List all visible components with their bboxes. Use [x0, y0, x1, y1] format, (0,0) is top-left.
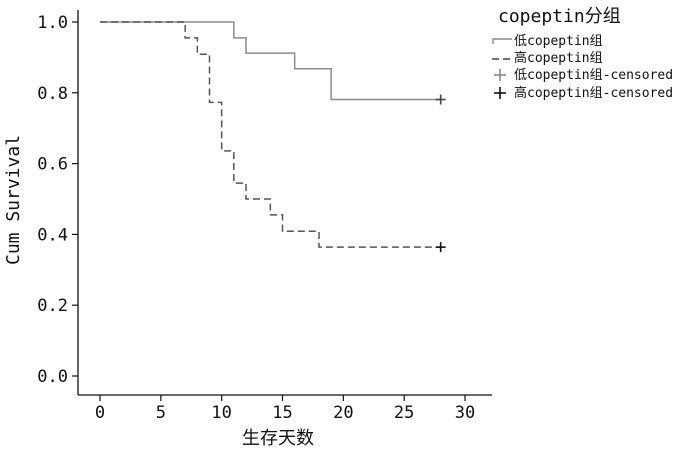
- legend-label: 低copeptin组: [514, 34, 603, 49]
- legend-title: copeptin分组: [498, 6, 621, 27]
- series-low-copeptin-line: [100, 21, 441, 101]
- x-axis-label: 生存天数: [242, 428, 314, 449]
- legend: copeptin分组 低copeptin组高copeptin组低copeptin…: [492, 6, 673, 101]
- legend-entry: 高copeptin组: [492, 50, 603, 66]
- x-tick-label: 30: [455, 403, 475, 423]
- axes: [77, 10, 492, 396]
- censor-mark: [435, 242, 446, 253]
- x-tick-label: 20: [333, 403, 353, 423]
- x-tick-label: 10: [211, 403, 231, 423]
- x-tick-label: 25: [394, 403, 414, 423]
- y-tick-label: 0.6: [37, 155, 68, 175]
- legend-line-swatch: [492, 38, 512, 44]
- x-tick-label: 0: [95, 403, 105, 423]
- series-high-copeptin-line: [100, 21, 441, 248]
- y-tick-label: 0.0: [37, 367, 68, 387]
- y-tick-label: 0.2: [37, 296, 68, 316]
- censor-mark: [435, 94, 446, 105]
- legend-label: 高copeptin组-censored: [514, 85, 673, 101]
- series-layer: [100, 21, 446, 253]
- x-tick-label: 15: [272, 403, 292, 423]
- y-tick-label: 1.0: [37, 13, 68, 33]
- legend-label: 高copeptin组: [514, 50, 603, 66]
- legend-entry: 高copeptin组-censored: [494, 85, 673, 101]
- ticks: 0 5 10 15 20 25 30 0.0 0.2 0.4 0.6 0.8 1.0: [37, 13, 475, 423]
- legend-label: 低copeptin组-censored: [514, 68, 673, 83]
- y-tick-label: 0.8: [37, 84, 68, 104]
- x-tick-label: 5: [156, 403, 166, 423]
- y-tick-label: 0.4: [37, 225, 68, 245]
- legend-entry: 低copeptin组-censored: [494, 68, 673, 83]
- legend-entry: 低copeptin组: [492, 34, 603, 49]
- y-axis-label: Cum Survival: [3, 135, 24, 265]
